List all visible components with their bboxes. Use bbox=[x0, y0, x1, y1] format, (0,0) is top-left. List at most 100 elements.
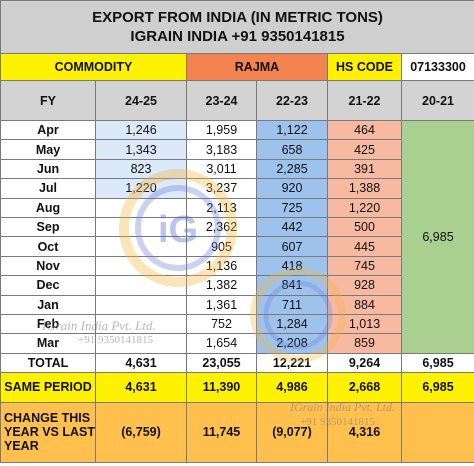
month-label: Jan bbox=[0, 294, 96, 315]
same-period-24-25: 4,631 bbox=[95, 371, 187, 403]
value-24-25 bbox=[95, 236, 187, 257]
month-label: Nov bbox=[0, 255, 96, 277]
year-header-22-23: 22-23 bbox=[256, 80, 328, 121]
same-period-20-21: 6,985 bbox=[401, 371, 474, 403]
same-period-row: SAME PERIOD 4,631 11,390 4,986 2,668 6,9… bbox=[0, 371, 474, 403]
same-period-23-24: 11,390 bbox=[186, 371, 257, 403]
table-row: Jul 1,220 3,237 920 1,388 bbox=[0, 178, 474, 199]
value-21-22: 859 bbox=[327, 333, 402, 354]
value-21-22: 464 bbox=[327, 119, 402, 141]
commodity-label: COMMODITY bbox=[0, 53, 187, 81]
value-23-24: 1,361 bbox=[186, 294, 257, 315]
month-label: Apr bbox=[0, 119, 96, 141]
value-23-24: 3,237 bbox=[186, 178, 257, 199]
value-22-23: 711 bbox=[256, 294, 328, 315]
value-24-25: 1,246 bbox=[95, 119, 187, 141]
value-24-25 bbox=[95, 333, 187, 354]
table-row: Jan 1,361 711 884 bbox=[0, 294, 474, 315]
change-22-23: (9,077) bbox=[256, 401, 328, 463]
value-21-22: 1,013 bbox=[327, 313, 402, 335]
total-24-25: 4,631 bbox=[95, 352, 187, 373]
total-23-24: 23,055 bbox=[186, 352, 257, 373]
title-line-2: IGRAIN INDIA +91 9350141815 bbox=[130, 28, 345, 45]
same-period-label: SAME PERIOD bbox=[0, 371, 96, 403]
total-row: TOTAL 4,631 23,055 12,221 9,264 6,985 bbox=[0, 352, 474, 373]
table-row: Mar 1,654 2,208 859 bbox=[0, 333, 474, 354]
value-23-24: 2,362 bbox=[186, 216, 257, 238]
value-22-23: 2,285 bbox=[256, 158, 328, 180]
value-21-22: 391 bbox=[327, 158, 402, 180]
value-22-23: 418 bbox=[256, 255, 328, 277]
value-24-25 bbox=[95, 275, 187, 296]
value-23-24: 1,382 bbox=[186, 275, 257, 296]
value-21-22: 1,220 bbox=[327, 197, 402, 218]
value-23-24: 1,136 bbox=[186, 255, 257, 277]
value-24-25 bbox=[95, 216, 187, 238]
change-24-25: (6,759) bbox=[95, 401, 187, 463]
month-label: Jun bbox=[0, 158, 96, 180]
value-22-23: 607 bbox=[256, 236, 328, 257]
table-row: Feb 752 1,284 1,013 bbox=[0, 313, 474, 335]
total-label: TOTAL bbox=[0, 352, 96, 373]
total-22-23: 12,221 bbox=[256, 352, 328, 373]
value-22-23: 658 bbox=[256, 139, 328, 160]
month-label: Aug bbox=[0, 197, 96, 218]
year-header-20-21: 20-21 bbox=[401, 80, 474, 121]
table-row: Oct 905 607 445 bbox=[0, 236, 474, 257]
table-row: Aug 2,113 725 1,220 bbox=[0, 197, 474, 218]
change-20-21 bbox=[401, 401, 474, 463]
same-period-22-23: 4,986 bbox=[256, 371, 328, 403]
change-21-22: 4,316 bbox=[327, 401, 402, 463]
value-23-24: 3,011 bbox=[186, 158, 257, 180]
table-title: EXPORT FROM INDIA (IN METRIC TONS) IGRAI… bbox=[0, 0, 474, 54]
month-label: Jul bbox=[0, 178, 96, 199]
value-23-24: 2,113 bbox=[186, 197, 257, 218]
value-24-25 bbox=[95, 294, 187, 315]
table-row: Jun 823 3,011 2,285 391 bbox=[0, 158, 474, 180]
change-label: CHANGE THIS YEAR VS LAST YEAR bbox=[0, 401, 96, 463]
table-row: Sep 2,362 442 500 bbox=[0, 216, 474, 238]
hs-code-label: HS CODE bbox=[327, 53, 402, 81]
month-label: Feb bbox=[0, 313, 96, 335]
value-22-23: 1,284 bbox=[256, 313, 328, 335]
month-label: Dec bbox=[0, 275, 96, 296]
value-21-22: 745 bbox=[327, 255, 402, 277]
value-22-23: 442 bbox=[256, 216, 328, 238]
month-label: Mar bbox=[0, 333, 96, 354]
year-header-23-24: 23-24 bbox=[186, 80, 257, 121]
title-line-1: EXPORT FROM INDIA (IN METRIC TONS) bbox=[92, 9, 383, 26]
year-header-21-22: 21-22 bbox=[327, 80, 402, 121]
table-row: Apr 1,246 1,959 1,122 464 6,985 bbox=[0, 119, 474, 354]
value-22-23: 920 bbox=[256, 178, 328, 199]
value-21-22: 445 bbox=[327, 236, 402, 257]
value-24-25 bbox=[95, 255, 187, 277]
same-period-21-22: 2,668 bbox=[327, 371, 402, 403]
value-21-22: 1,388 bbox=[327, 178, 402, 199]
commodity-value: RAJMA bbox=[186, 53, 328, 81]
value-21-22: 884 bbox=[327, 294, 402, 315]
value-24-25 bbox=[95, 313, 187, 335]
value-24-25: 1,343 bbox=[95, 139, 187, 160]
value-24-25: 823 bbox=[95, 158, 187, 180]
hs-code-value: 07133300 bbox=[401, 53, 474, 81]
value-22-23: 1,122 bbox=[256, 119, 328, 141]
change-row: CHANGE THIS YEAR VS LAST YEAR (6,759) 11… bbox=[0, 401, 474, 463]
value-23-24: 1,654 bbox=[186, 333, 257, 354]
value-24-25 bbox=[95, 197, 187, 218]
value-24-25: 1,220 bbox=[95, 178, 187, 199]
month-label: Sep bbox=[0, 216, 96, 238]
table-row: May 1,343 3,183 658 425 bbox=[0, 139, 474, 160]
month-label: May bbox=[0, 139, 96, 160]
value-21-22: 928 bbox=[327, 275, 402, 296]
change-23-24: 11,745 bbox=[186, 401, 257, 463]
value-21-22: 425 bbox=[327, 139, 402, 160]
value-22-23: 725 bbox=[256, 197, 328, 218]
value-22-23: 841 bbox=[256, 275, 328, 296]
value-23-24: 752 bbox=[186, 313, 257, 335]
total-21-22: 9,264 bbox=[327, 352, 402, 373]
total-20-21: 6,985 bbox=[401, 352, 474, 373]
table-row: Dec 1,382 841 928 bbox=[0, 275, 474, 296]
value-22-23: 2,208 bbox=[256, 333, 328, 354]
